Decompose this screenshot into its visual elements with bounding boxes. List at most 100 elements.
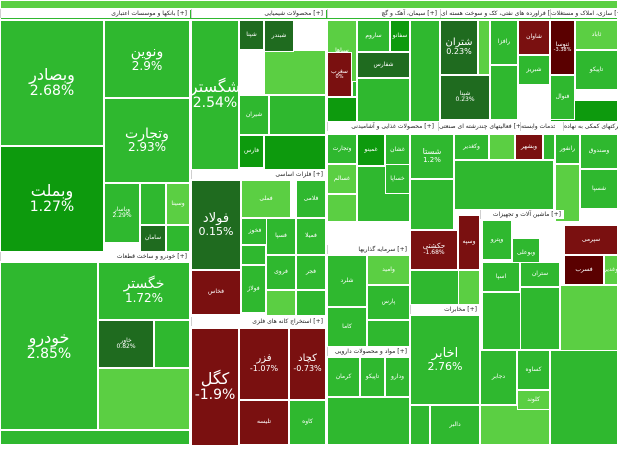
sector-header[interactable]: سرمایه گذاریها [+] [327, 245, 410, 254]
stock-tile[interactable]: شلرد [327, 255, 367, 307]
sector-header[interactable]: استخراج کانه های فلزی [+] [191, 317, 326, 326]
stock-tile[interactable]: کگل -1.9% [191, 328, 239, 446]
stock-tile[interactable]: غمینو [357, 134, 385, 166]
stock-tile[interactable]: شیران [239, 95, 269, 135]
sector-header[interactable]: سازی، املاک و مستغلات [+] [550, 9, 618, 18]
sector-header[interactable]: سیمان، آهک و گچ [+] [327, 9, 440, 18]
stock-tile[interactable]: فنوال [550, 75, 575, 120]
sector-header[interactable]: شرکتهای کمکی به نهاده [+] [563, 122, 618, 131]
stock-tile[interactable]: فخاس [191, 270, 241, 315]
stock-tile[interactable]: وتجارت [327, 134, 357, 164]
stock-tile[interactable]: فزر -1.07% [239, 328, 289, 400]
stock-tile[interactable]: خگستر 1.72% [98, 262, 190, 320]
stock-symbol: شسپا [591, 184, 607, 192]
sector-header[interactable]: مواد و محصولات دارویی [+] [327, 347, 410, 356]
stock-tile[interactable]: شفارس [357, 52, 410, 78]
stock-tile[interactable]: ثاباد [575, 20, 618, 50]
stock-tile[interactable]: فولاد 0.15% [191, 180, 241, 270]
stock-tile[interactable]: شتران 0.23% [440, 20, 478, 75]
stock-symbol: حکشتی [422, 242, 446, 251]
stock-tile[interactable]: ستران [520, 262, 560, 287]
stock-tile[interactable]: اخابر 2.76% [410, 315, 480, 405]
stock-tile[interactable]: فخوز [241, 218, 269, 245]
stock-tile[interactable]: ونوین 2.9% [104, 20, 190, 98]
stock-tile[interactable]: وامید [367, 255, 410, 285]
stock-change-percent: 0.23% [446, 47, 472, 57]
stock-tile[interactable]: شسپا [580, 169, 618, 209]
stock-tile[interactable]: ساروم [357, 20, 390, 52]
stock-tile[interactable]: وبصادر 2.68% [0, 20, 104, 146]
sector-header[interactable]: فعالیتهای چندرشته ای صنعتی [+] [438, 122, 520, 131]
stock-tile[interactable]: تاپیکو [360, 357, 385, 397]
stock-tile[interactable]: شستا 1.2% [410, 134, 454, 179]
stock-tile[interactable]: فجر [296, 255, 326, 290]
stock-tile[interactable]: ثنوسا -3.38% [550, 20, 575, 75]
stock-tile[interactable]: شگستر 2.54% [191, 20, 239, 170]
sector-header[interactable]: خودرو و ساخت قطعات [+] [0, 252, 190, 261]
stock-tile[interactable]: شپنا 0.23% [440, 75, 490, 120]
stock-tile[interactable]: کساوه [517, 350, 550, 390]
stock-tile[interactable]: فروی [266, 255, 296, 290]
sector-header[interactable]: محصولات غذایی و آشامیدنی [+] [327, 122, 437, 131]
stock-tile[interactable]: دجابر [480, 350, 517, 405]
stock-tile[interactable]: وسپه [458, 215, 480, 270]
stock-tile[interactable]: ودارو [385, 357, 410, 397]
stock-tile[interactable]: وتجارت 2.93% [104, 98, 190, 183]
stock-tile[interactable]: شاوان [518, 20, 550, 55]
stock-tile[interactable]: حکشتی -1.68% [410, 230, 458, 270]
sector-header[interactable]: محصولات شیمیایی [+] [191, 9, 326, 18]
stock-symbol: کلوند [527, 395, 540, 403]
stock-tile[interactable]: خاور 0.82% [98, 320, 154, 368]
stock-tile[interactable]: تلیسه [239, 400, 289, 445]
sector-header[interactable]: بانکها و موسسات اعتباری [+] [0, 9, 190, 18]
stock-tile[interactable]: فسپا [266, 218, 296, 255]
stock-tile[interactable]: دالبر [430, 405, 480, 445]
stock-tile[interactable]: وپاسار 2.29% [104, 183, 140, 243]
stock-tile[interactable]: کچاد -0.73% [289, 328, 326, 400]
stock-tile[interactable]: تاپیکو [575, 50, 618, 90]
stock-tile[interactable]: وصندوق [580, 134, 618, 169]
stock-tile[interactable]: رافزا [490, 20, 518, 65]
stock-tile[interactable]: شپنا [239, 20, 264, 50]
stock-symbol: فخوز [248, 227, 262, 235]
stock-tile[interactable]: سغرب 0% [327, 52, 352, 97]
stock-tile[interactable]: سامان [140, 225, 166, 252]
stock-tile[interactable]: غسالم [327, 164, 357, 194]
stock-tile[interactable]: کرمان [327, 357, 360, 397]
stock-tile[interactable]: سفانو [390, 20, 410, 52]
stock-tile[interactable]: وبملت 1.27% [0, 146, 104, 252]
sector-header[interactable]: ماشین آلات و تجهیزات [+] [480, 210, 564, 219]
stock-tile[interactable]: اسپا [482, 262, 520, 292]
stock-tile[interactable]: وکغدیر [454, 134, 489, 160]
stock-tile[interactable]: رانفور [555, 134, 580, 164]
stock-tile[interactable]: کاما [327, 307, 367, 347]
stock-tile[interactable]: شبریز [518, 55, 550, 85]
stock-tile[interactable]: وسینا [166, 183, 190, 225]
stock-symbol: غسالم [333, 174, 351, 182]
stock-tile[interactable]: فولاژ [241, 265, 266, 313]
stock-tile[interactable]: خودرو 2.85% [0, 262, 98, 430]
sector-header[interactable]: فلزات اساسی [+] [191, 170, 326, 179]
sector-header[interactable]: فراورده های نفتی، کک و سوخت هسته ای [+] [440, 9, 550, 18]
stock-tile[interactable]: فسرب [564, 255, 604, 285]
stock-tile[interactable]: پارس [367, 285, 410, 320]
stock-change-percent: 0% [335, 73, 344, 80]
stock-tile[interactable]: کاوه [289, 400, 326, 445]
stock-tile[interactable]: غشان [385, 134, 410, 166]
stock-tile[interactable]: فلامی [296, 180, 326, 218]
stock-symbol: خساپا [390, 174, 405, 182]
stock-tile[interactable]: فارس [239, 135, 264, 168]
stock-tile[interactable]: شبندر [264, 20, 294, 52]
sector-header[interactable]: مخابرات [+] [410, 305, 480, 314]
stock-tile[interactable]: وبشهر [515, 134, 543, 160]
stock-tile[interactable]: سپرمی [564, 225, 618, 255]
stock-tile[interactable]: فملی [241, 180, 291, 218]
stock-tile[interactable]: کلوند [517, 390, 550, 410]
sector-header[interactable]: زراعت و خدمات وابسته [+] [520, 122, 555, 131]
stock-tile[interactable]: وغدیر [604, 255, 618, 285]
stock-symbol: فجر [305, 268, 317, 276]
stock-tile[interactable]: وپترو [482, 220, 512, 260]
stock-tile[interactable]: خساپا [385, 164, 410, 194]
stock-tile[interactable]: فمیلا [296, 218, 326, 255]
